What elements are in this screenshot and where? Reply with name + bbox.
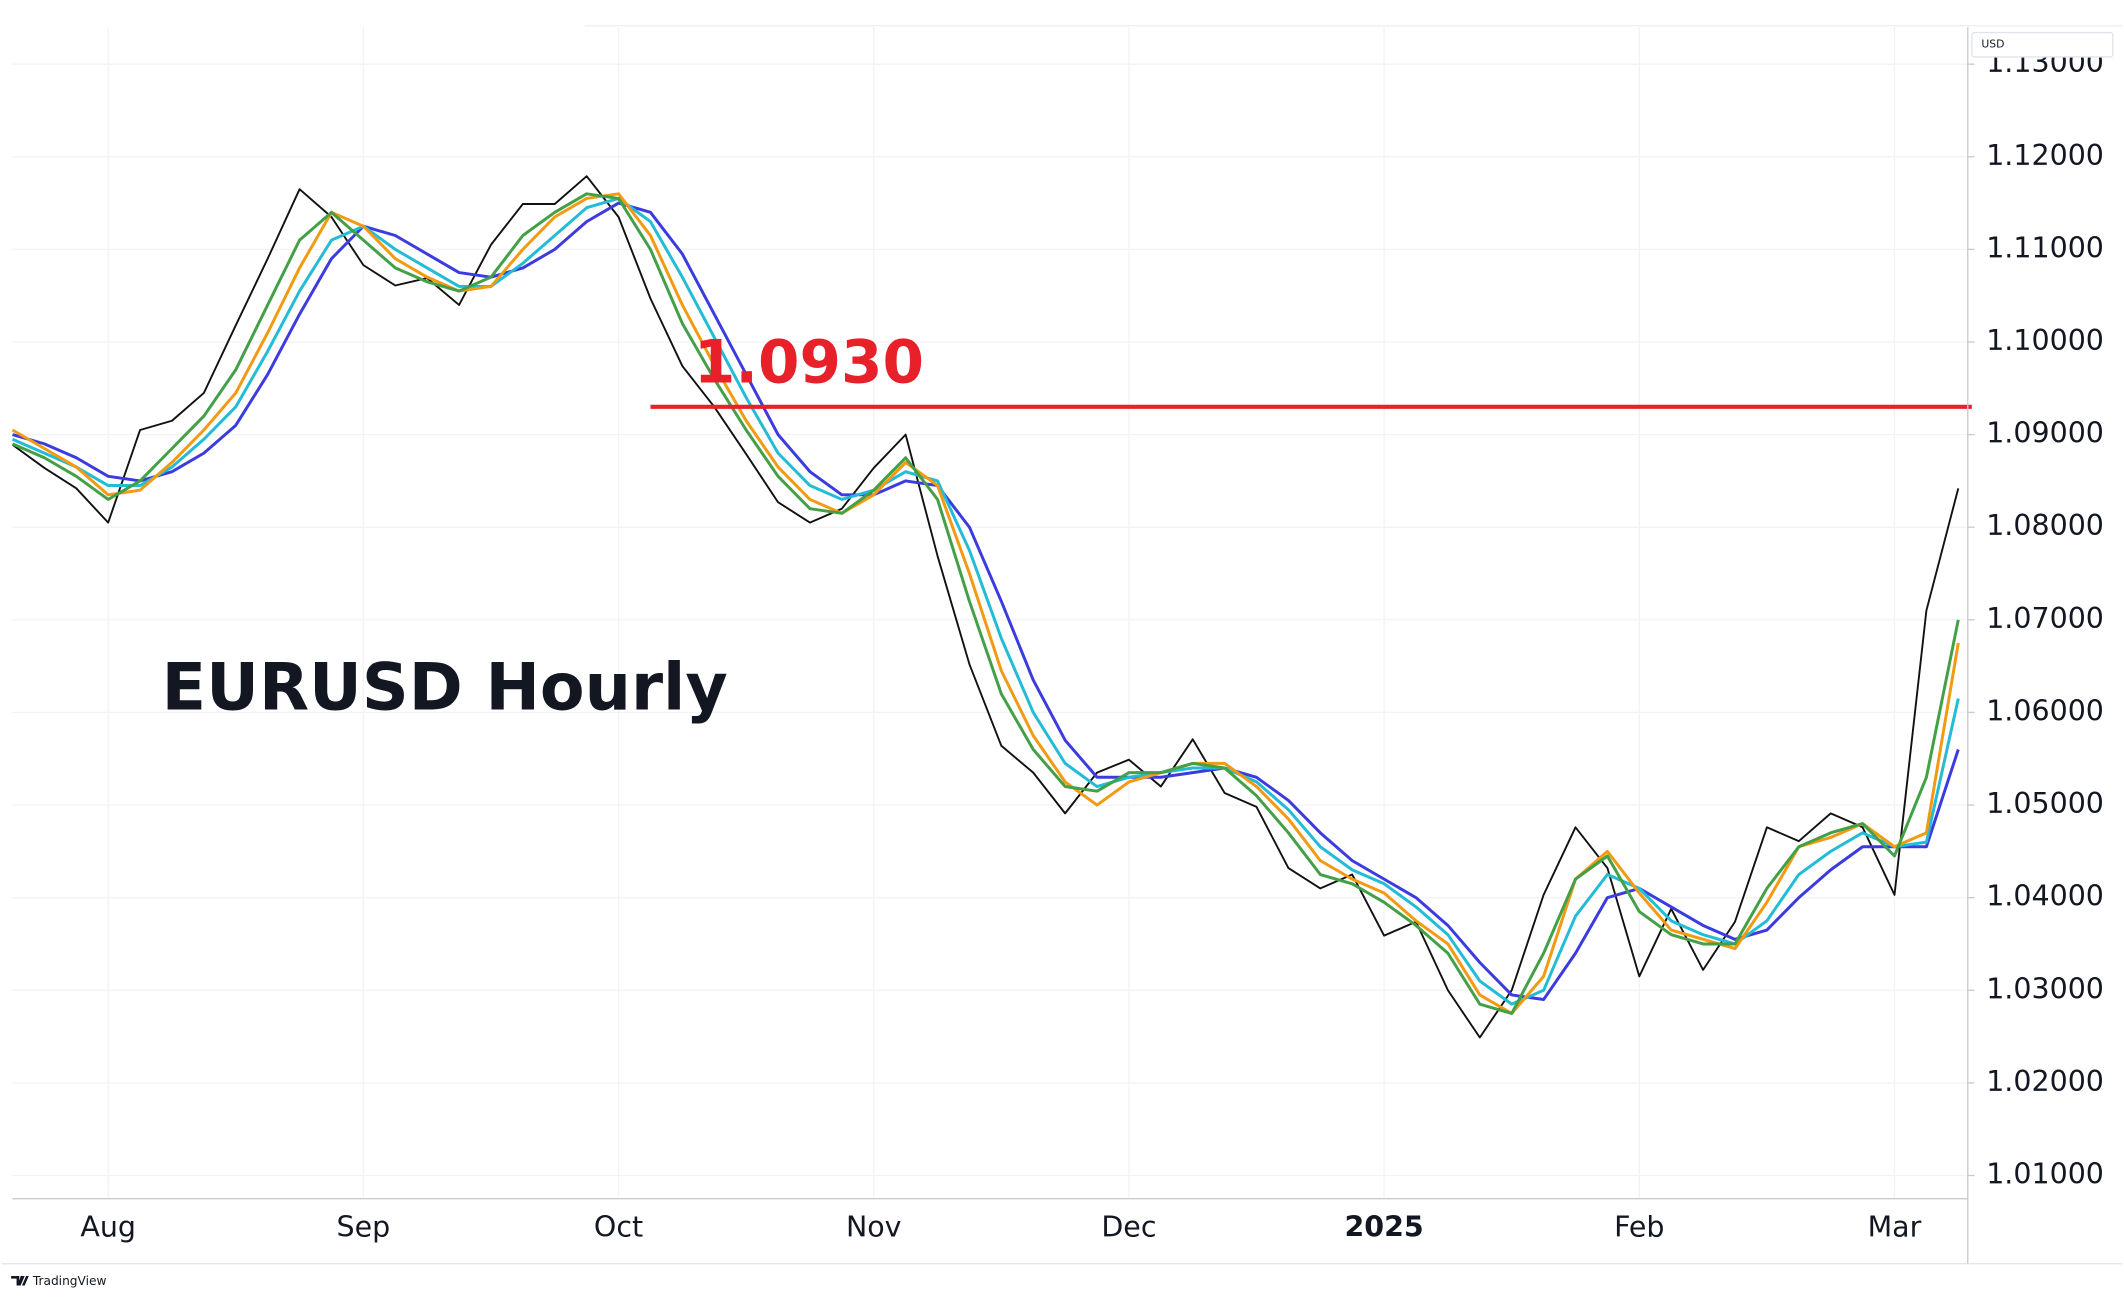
x-tick-label: Sep [337,1210,391,1243]
grid [12,27,1968,1199]
y-tick-label: 1.09000 [1986,417,2104,450]
x-tick-label: Dec [1101,1210,1156,1243]
y-tick-label: 1.01000 [1986,1158,2104,1191]
moving-average-line [11,192,1960,1015]
y-tick-label: 1.02000 [1986,1065,2104,1098]
y-tick-label: 1.11000 [1986,231,2104,264]
x-tick-label: Feb [1614,1210,1664,1243]
moving-average-line [11,192,1960,1015]
currency-label: USD [1981,38,2004,51]
x-tick-label: Mar [1868,1210,1922,1243]
y-tick-label: 1.12000 [1986,139,2104,172]
y-tick-label: 1.06000 [1986,694,2104,727]
y-tick-label: 1.03000 [1986,972,2104,1005]
y-tick-label: 1.08000 [1986,509,2104,542]
moving-average-line [12,201,1960,1002]
chart-title: EURUSD Hourly [162,651,728,726]
y-tick-label: 1.10000 [1986,324,2104,357]
plot-area: 1.0930 [11,175,1972,1039]
x-tick-label: Oct [594,1210,643,1243]
annotation-label: 1.0930 [694,329,924,398]
y-tick-label: 1.07000 [1986,602,2104,635]
watermark-logo [11,1275,29,1286]
x-tick-label: Aug [80,1210,136,1243]
y-tick-label: 1.05000 [1986,787,2104,820]
x-tick-label: Nov [846,1210,902,1243]
watermark: TradingView [32,1274,107,1288]
price-line [11,175,1960,1039]
currency-box [1971,31,2114,58]
x-tick-label: 2025 [1344,1210,1423,1243]
y-tick-label: 1.04000 [1986,880,2104,913]
